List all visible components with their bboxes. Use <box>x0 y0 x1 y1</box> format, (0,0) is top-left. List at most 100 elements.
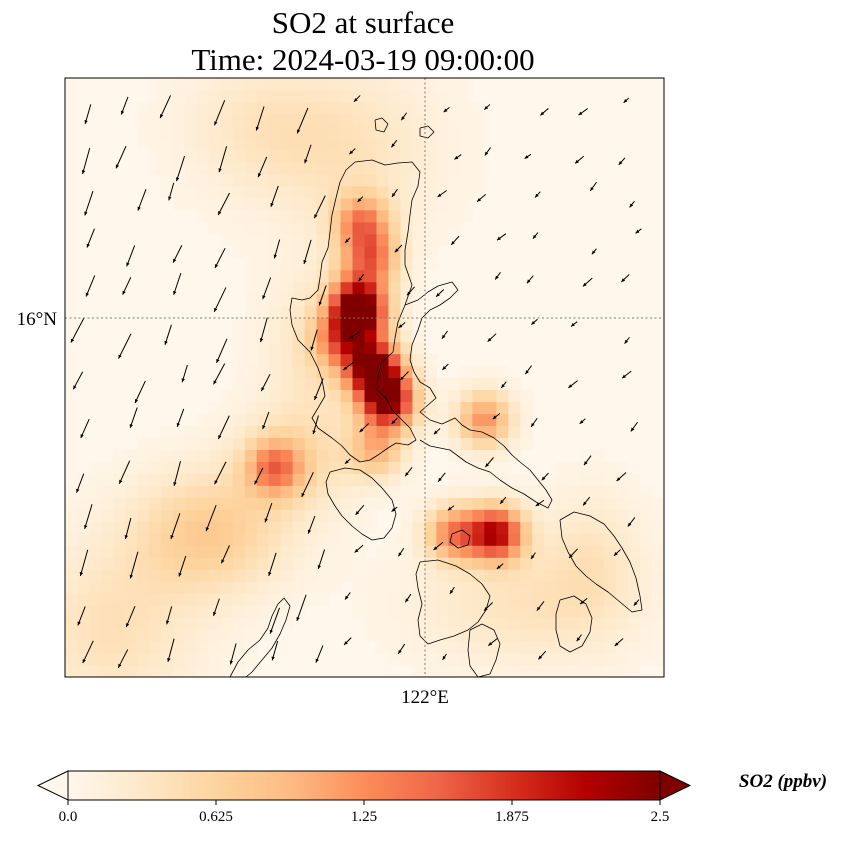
so2-cell <box>400 485 414 498</box>
so2-cell <box>364 605 378 618</box>
wind-arrow <box>129 407 138 429</box>
so2-cell <box>436 581 449 594</box>
so2-cell <box>568 521 581 534</box>
so2-cell <box>364 365 378 379</box>
so2-cell <box>184 521 198 534</box>
so2-cell <box>316 449 330 462</box>
wind-arrow <box>260 373 271 392</box>
so2-cell <box>316 329 330 343</box>
so2-cell <box>472 653 485 666</box>
so2-cell <box>340 209 354 223</box>
so2-cell <box>268 533 282 546</box>
so2-cell <box>172 149 186 163</box>
so2-cell <box>292 293 306 307</box>
so2-cell <box>400 257 414 271</box>
so2-cell <box>460 521 473 534</box>
so2-cell <box>400 497 414 510</box>
so2-cell <box>400 78 414 91</box>
so2-cell <box>328 173 342 187</box>
so2-cell <box>364 509 378 522</box>
so2-cell <box>364 425 378 438</box>
so2-cell <box>316 497 330 510</box>
wind-arrow <box>574 155 585 164</box>
so2-cell <box>232 401 246 415</box>
so2-cell <box>472 161 485 175</box>
so2-cell <box>472 581 485 594</box>
so2-cell <box>280 209 294 223</box>
wind-arrow <box>530 552 536 560</box>
so2-cell <box>184 101 198 115</box>
colorbar-tick-label: 0.0 <box>59 809 78 825</box>
so2-cell <box>76 593 90 606</box>
so2-cell <box>556 509 569 522</box>
so2-cell <box>160 149 174 163</box>
so2-cell <box>628 533 641 546</box>
wind-arrow <box>591 248 597 255</box>
so2-cell <box>544 485 557 498</box>
so2-cell <box>328 413 342 427</box>
wind-arrow <box>115 145 127 169</box>
so2-cell <box>328 317 342 331</box>
so2-cell <box>472 377 485 391</box>
so2-cell <box>460 461 473 474</box>
so2-cell <box>460 425 473 438</box>
so2-cell <box>280 221 294 235</box>
so2-cell <box>112 593 126 606</box>
so2-cell <box>208 497 222 510</box>
so2-cell <box>460 137 473 151</box>
so2-cell <box>520 401 533 415</box>
so2-cell <box>448 185 461 199</box>
so2-cell <box>148 521 162 534</box>
so2-cell <box>508 509 521 522</box>
so2-cell <box>220 89 234 103</box>
so2-cell <box>388 125 402 139</box>
so2-cell <box>160 89 174 103</box>
so2-cell <box>424 389 437 403</box>
so2-cell <box>148 497 162 510</box>
so2-cell <box>352 485 366 498</box>
so2-cell <box>160 581 174 594</box>
so2-cell <box>244 389 258 403</box>
so2-cell <box>65 497 78 510</box>
so2-cell <box>304 425 318 438</box>
so2-cell <box>592 653 605 666</box>
so2-cell <box>448 101 461 115</box>
so2-cell <box>424 221 437 235</box>
so2-cell <box>328 425 342 438</box>
so2-cell <box>604 581 617 594</box>
so2-cell <box>328 341 342 355</box>
so2-cell <box>256 605 270 618</box>
so2-cell <box>124 485 138 498</box>
so2-cell <box>364 569 378 582</box>
so2-cell <box>328 305 342 319</box>
so2-cell <box>316 305 330 319</box>
so2-cell <box>484 617 497 630</box>
so2-cell <box>352 137 366 151</box>
so2-cell <box>604 473 617 486</box>
so2-cell <box>400 545 414 558</box>
so2-cell <box>412 665 425 677</box>
so2-cell <box>496 641 509 654</box>
so2-cell <box>400 269 414 283</box>
so2-cell <box>388 341 402 355</box>
so2-cell <box>544 533 557 546</box>
wind-arrow <box>579 597 588 605</box>
so2-cell <box>160 101 174 115</box>
so2-cell <box>496 665 509 677</box>
so2-cell <box>268 473 282 486</box>
so2-cell <box>256 533 270 546</box>
so2-cell <box>424 665 437 677</box>
so2-cell <box>88 617 102 630</box>
so2-cell <box>328 353 342 367</box>
so2-cell <box>220 78 234 91</box>
so2-cell <box>256 353 270 367</box>
so2-cell <box>112 605 126 618</box>
so2-cell <box>172 545 186 558</box>
so2-cell <box>76 569 90 582</box>
so2-cell <box>268 545 282 558</box>
so2-cell <box>640 653 653 666</box>
so2-cell <box>472 629 485 642</box>
so2-cell <box>460 101 473 115</box>
so2-cell <box>472 593 485 606</box>
so2-cell <box>292 521 306 534</box>
